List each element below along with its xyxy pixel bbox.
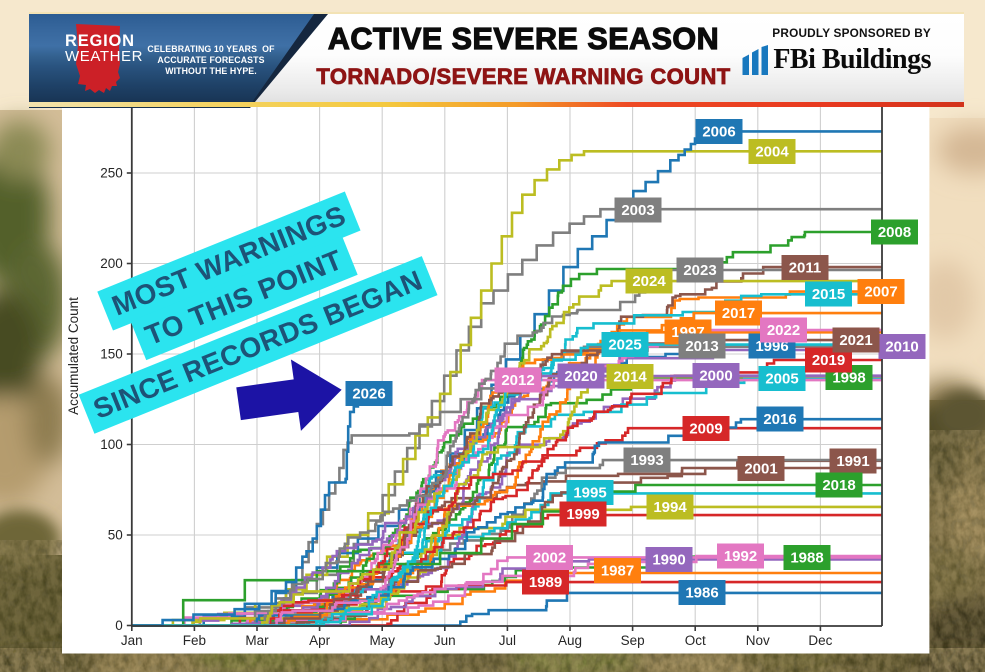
- svg-text:1987: 1987: [601, 563, 634, 580]
- svg-text:150: 150: [100, 347, 123, 362]
- svg-text:1998: 1998: [832, 370, 865, 387]
- svg-text:1991: 1991: [836, 453, 869, 470]
- svg-text:2020: 2020: [564, 368, 597, 385]
- svg-text:Oct: Oct: [685, 633, 706, 648]
- svg-text:Apr: Apr: [309, 633, 331, 648]
- svg-text:Aug: Aug: [558, 633, 582, 648]
- svg-text:2024: 2024: [632, 273, 666, 290]
- svg-text:2023: 2023: [683, 262, 716, 279]
- svg-text:Accumulated Count: Accumulated Count: [66, 297, 81, 415]
- svg-text:1990: 1990: [652, 552, 685, 569]
- svg-text:2013: 2013: [685, 338, 718, 355]
- svg-text:1993: 1993: [630, 452, 663, 469]
- svg-text:2004: 2004: [755, 144, 789, 161]
- svg-text:2002: 2002: [533, 550, 566, 567]
- svg-text:Mar: Mar: [245, 633, 269, 648]
- svg-text:1994: 1994: [653, 499, 687, 516]
- svg-text:50: 50: [108, 528, 123, 543]
- svg-text:1992: 1992: [724, 548, 757, 565]
- svg-text:1988: 1988: [790, 550, 823, 567]
- svg-text:2011: 2011: [789, 260, 822, 277]
- svg-text:2008: 2008: [878, 224, 911, 241]
- svg-text:1989: 1989: [529, 574, 562, 591]
- svg-text:1995: 1995: [573, 485, 606, 502]
- svg-text:2022: 2022: [767, 322, 800, 339]
- svg-text:Jun: Jun: [434, 633, 456, 648]
- svg-text:2005: 2005: [765, 371, 798, 388]
- svg-text:0: 0: [115, 618, 123, 633]
- svg-text:2015: 2015: [812, 286, 845, 303]
- svg-text:2007: 2007: [864, 284, 897, 301]
- svg-text:200: 200: [100, 256, 123, 271]
- svg-text:2009: 2009: [689, 421, 722, 438]
- svg-text:2014: 2014: [613, 369, 647, 386]
- svg-text:2016: 2016: [763, 411, 796, 428]
- svg-text:1986: 1986: [685, 585, 718, 602]
- svg-text:Jul: Jul: [499, 633, 516, 648]
- svg-text:Nov: Nov: [746, 633, 770, 648]
- svg-text:100: 100: [100, 437, 123, 452]
- svg-text:250: 250: [100, 166, 123, 181]
- svg-text:Dec: Dec: [808, 633, 832, 648]
- svg-text:2010: 2010: [885, 339, 918, 356]
- svg-text:2017: 2017: [722, 305, 755, 322]
- svg-text:2026: 2026: [352, 386, 385, 403]
- svg-text:2000: 2000: [699, 368, 732, 385]
- svg-text:Feb: Feb: [183, 633, 206, 648]
- svg-text:Sep: Sep: [621, 633, 645, 648]
- svg-text:2025: 2025: [608, 337, 641, 354]
- svg-text:May: May: [369, 633, 395, 648]
- svg-text:2018: 2018: [822, 477, 855, 494]
- svg-text:2021: 2021: [839, 332, 872, 349]
- svg-text:2001: 2001: [744, 461, 777, 478]
- svg-text:2003: 2003: [621, 202, 654, 219]
- svg-text:1999: 1999: [566, 506, 599, 523]
- svg-text:2019: 2019: [812, 352, 845, 369]
- svg-text:2006: 2006: [702, 124, 735, 141]
- svg-text:2012: 2012: [501, 372, 534, 389]
- svg-text:Jan: Jan: [121, 633, 143, 648]
